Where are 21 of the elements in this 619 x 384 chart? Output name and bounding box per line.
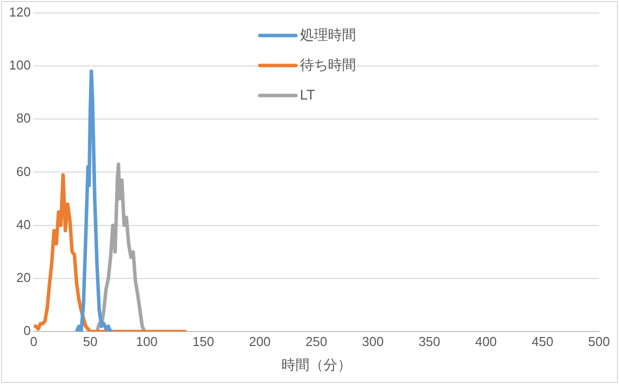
x-tick-label: 300 [362, 334, 384, 349]
x-tick-label: 350 [418, 334, 440, 349]
x-axis-title: 時間（分） [281, 356, 352, 372]
y-tick-label: 20 [16, 270, 31, 286]
x-tick-label: 50 [82, 334, 98, 349]
y-tick-label: 0 [23, 323, 31, 338]
x-tick-label: 400 [475, 334, 497, 349]
x-tick-label: 250 [305, 334, 328, 349]
x-tick-label: 100 [136, 334, 158, 349]
y-tick-label: 120 [8, 4, 31, 20]
legend-label: 待ち時間 [300, 56, 356, 72]
legend-label: LT [300, 86, 316, 102]
y-tick-label: 60 [16, 164, 31, 179]
x-tick-label: 450 [532, 334, 554, 349]
legend-label: 処理時間 [300, 26, 356, 42]
x-tick-label: 200 [248, 334, 271, 349]
y-tick-label: 100 [8, 58, 31, 73]
x-tick-label: 500 [588, 334, 610, 349]
x-tick-label: 150 [192, 334, 214, 349]
y-tick-label: 80 [16, 110, 31, 126]
y-tick-label: 40 [16, 216, 31, 232]
